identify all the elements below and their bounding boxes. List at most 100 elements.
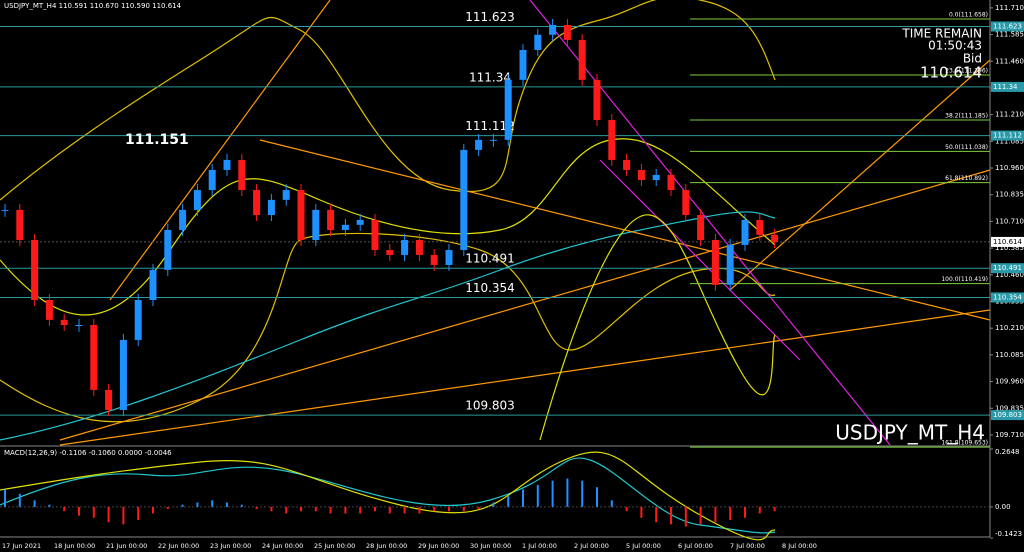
macd-bar [78,506,80,516]
high-label: 111.151 [125,132,189,148]
macd-bar [477,506,480,510]
candle [534,34,542,50]
candle [90,324,98,390]
candle [1,209,9,211]
macd-tick-label: 0.00 [995,503,1011,511]
macd-bar [388,506,391,514]
macd-bar [670,506,672,525]
candle [45,300,53,320]
macd-bar [211,500,214,507]
candle [726,244,734,285]
level-axis-label: 111.623 [993,22,1022,30]
macd-bar [181,504,184,507]
candle [504,79,512,140]
macd-bar [374,506,376,512]
macd-bar [729,506,732,521]
macd-title: MACD(12,26,9) -0.1106 -0.1060 0.0000 -0.… [4,449,172,457]
candle [60,319,68,325]
date-label: 2 Jul 00:00 [574,542,609,550]
macd-bar [344,506,347,514]
candle [578,39,586,80]
candle [667,174,675,191]
symbol-info: USDJPY_MT_H4 110.591 110.670 110.590 110… [4,2,182,10]
level-label: 110.354 [465,281,515,295]
date-label: 30 Jun 00:00 [470,542,511,550]
date-label: 1 Jul 00:00 [522,542,557,550]
y-tick-label: 111.460 [995,57,1024,65]
macd-bar [300,506,302,512]
candle [341,224,349,230]
channel-line [529,0,891,446]
candle [563,24,571,40]
candle [356,219,364,225]
macd-bar [699,506,702,525]
macd-bar [758,506,761,514]
macd-bar [226,502,228,507]
date-label: 8 Jul 00:00 [782,542,817,550]
macd-bar [137,506,140,521]
macd-line [0,457,776,534]
macd-bar [581,480,584,507]
bid-axis-box [991,236,1024,247]
date-label: 18 Jun 00:00 [54,542,95,550]
macd-panel [0,451,990,541]
level-label: 111.112 [465,119,515,133]
candle [282,190,290,200]
macd-bar [462,506,465,512]
level-label: 109.803 [465,399,515,413]
y-tick-label: 111.085 [995,137,1024,145]
candle [623,159,631,170]
trend-line [729,59,991,291]
macd-bar [107,506,110,523]
candle [519,49,527,80]
date-label: 21 Jun 00:00 [106,542,147,550]
level-axis-label: 110.354 [993,293,1022,301]
macd-bar [625,506,628,512]
macd-bar [285,506,288,514]
candle [682,190,690,216]
candle [637,169,645,181]
macd-bar [492,502,495,507]
macd-bar [551,480,554,507]
date-label: 25 Jun 00:00 [314,542,355,550]
date-label: 7 Jul 00:00 [730,542,765,550]
candle [164,229,172,270]
date-label: 22 Jun 00:00 [158,542,199,550]
macd-bar [240,504,243,507]
fibo-label: 100.0(110.419) [941,276,988,283]
candle [460,149,468,251]
candle [475,139,483,150]
date-label: 17 Jun 2021 [2,542,41,550]
macd-bar [403,506,406,514]
macd-bar [684,506,687,527]
level-axis-label: 109.803 [993,411,1022,419]
timer-time: 01:50:43 [928,39,982,53]
y-tick-label: 109.835 [995,404,1024,412]
candle [208,169,216,191]
macd-bar [448,506,450,512]
candle [430,254,438,265]
level-axis-box [991,21,1024,32]
candle [386,250,394,255]
macd-bar [314,506,317,512]
macd-bar [418,506,421,514]
macd-tick-label: -0.1423 [995,530,1022,538]
trend-line [109,0,331,301]
macd-bar [507,495,510,507]
macd-tick-label: 0.2648 [995,448,1020,456]
y-tick-label: 110.710 [995,217,1024,225]
bid-axis-label: 110.614 [993,238,1022,246]
channel-line [599,159,801,361]
macd-bar [744,506,746,518]
macd-bar [4,489,6,507]
level-axis-label: 111.112 [993,132,1022,140]
candle [16,209,24,241]
candle [267,199,275,216]
candle [223,159,231,170]
candle [253,190,261,216]
candle [312,209,320,241]
macd-bar [166,506,169,510]
candle [134,300,142,340]
